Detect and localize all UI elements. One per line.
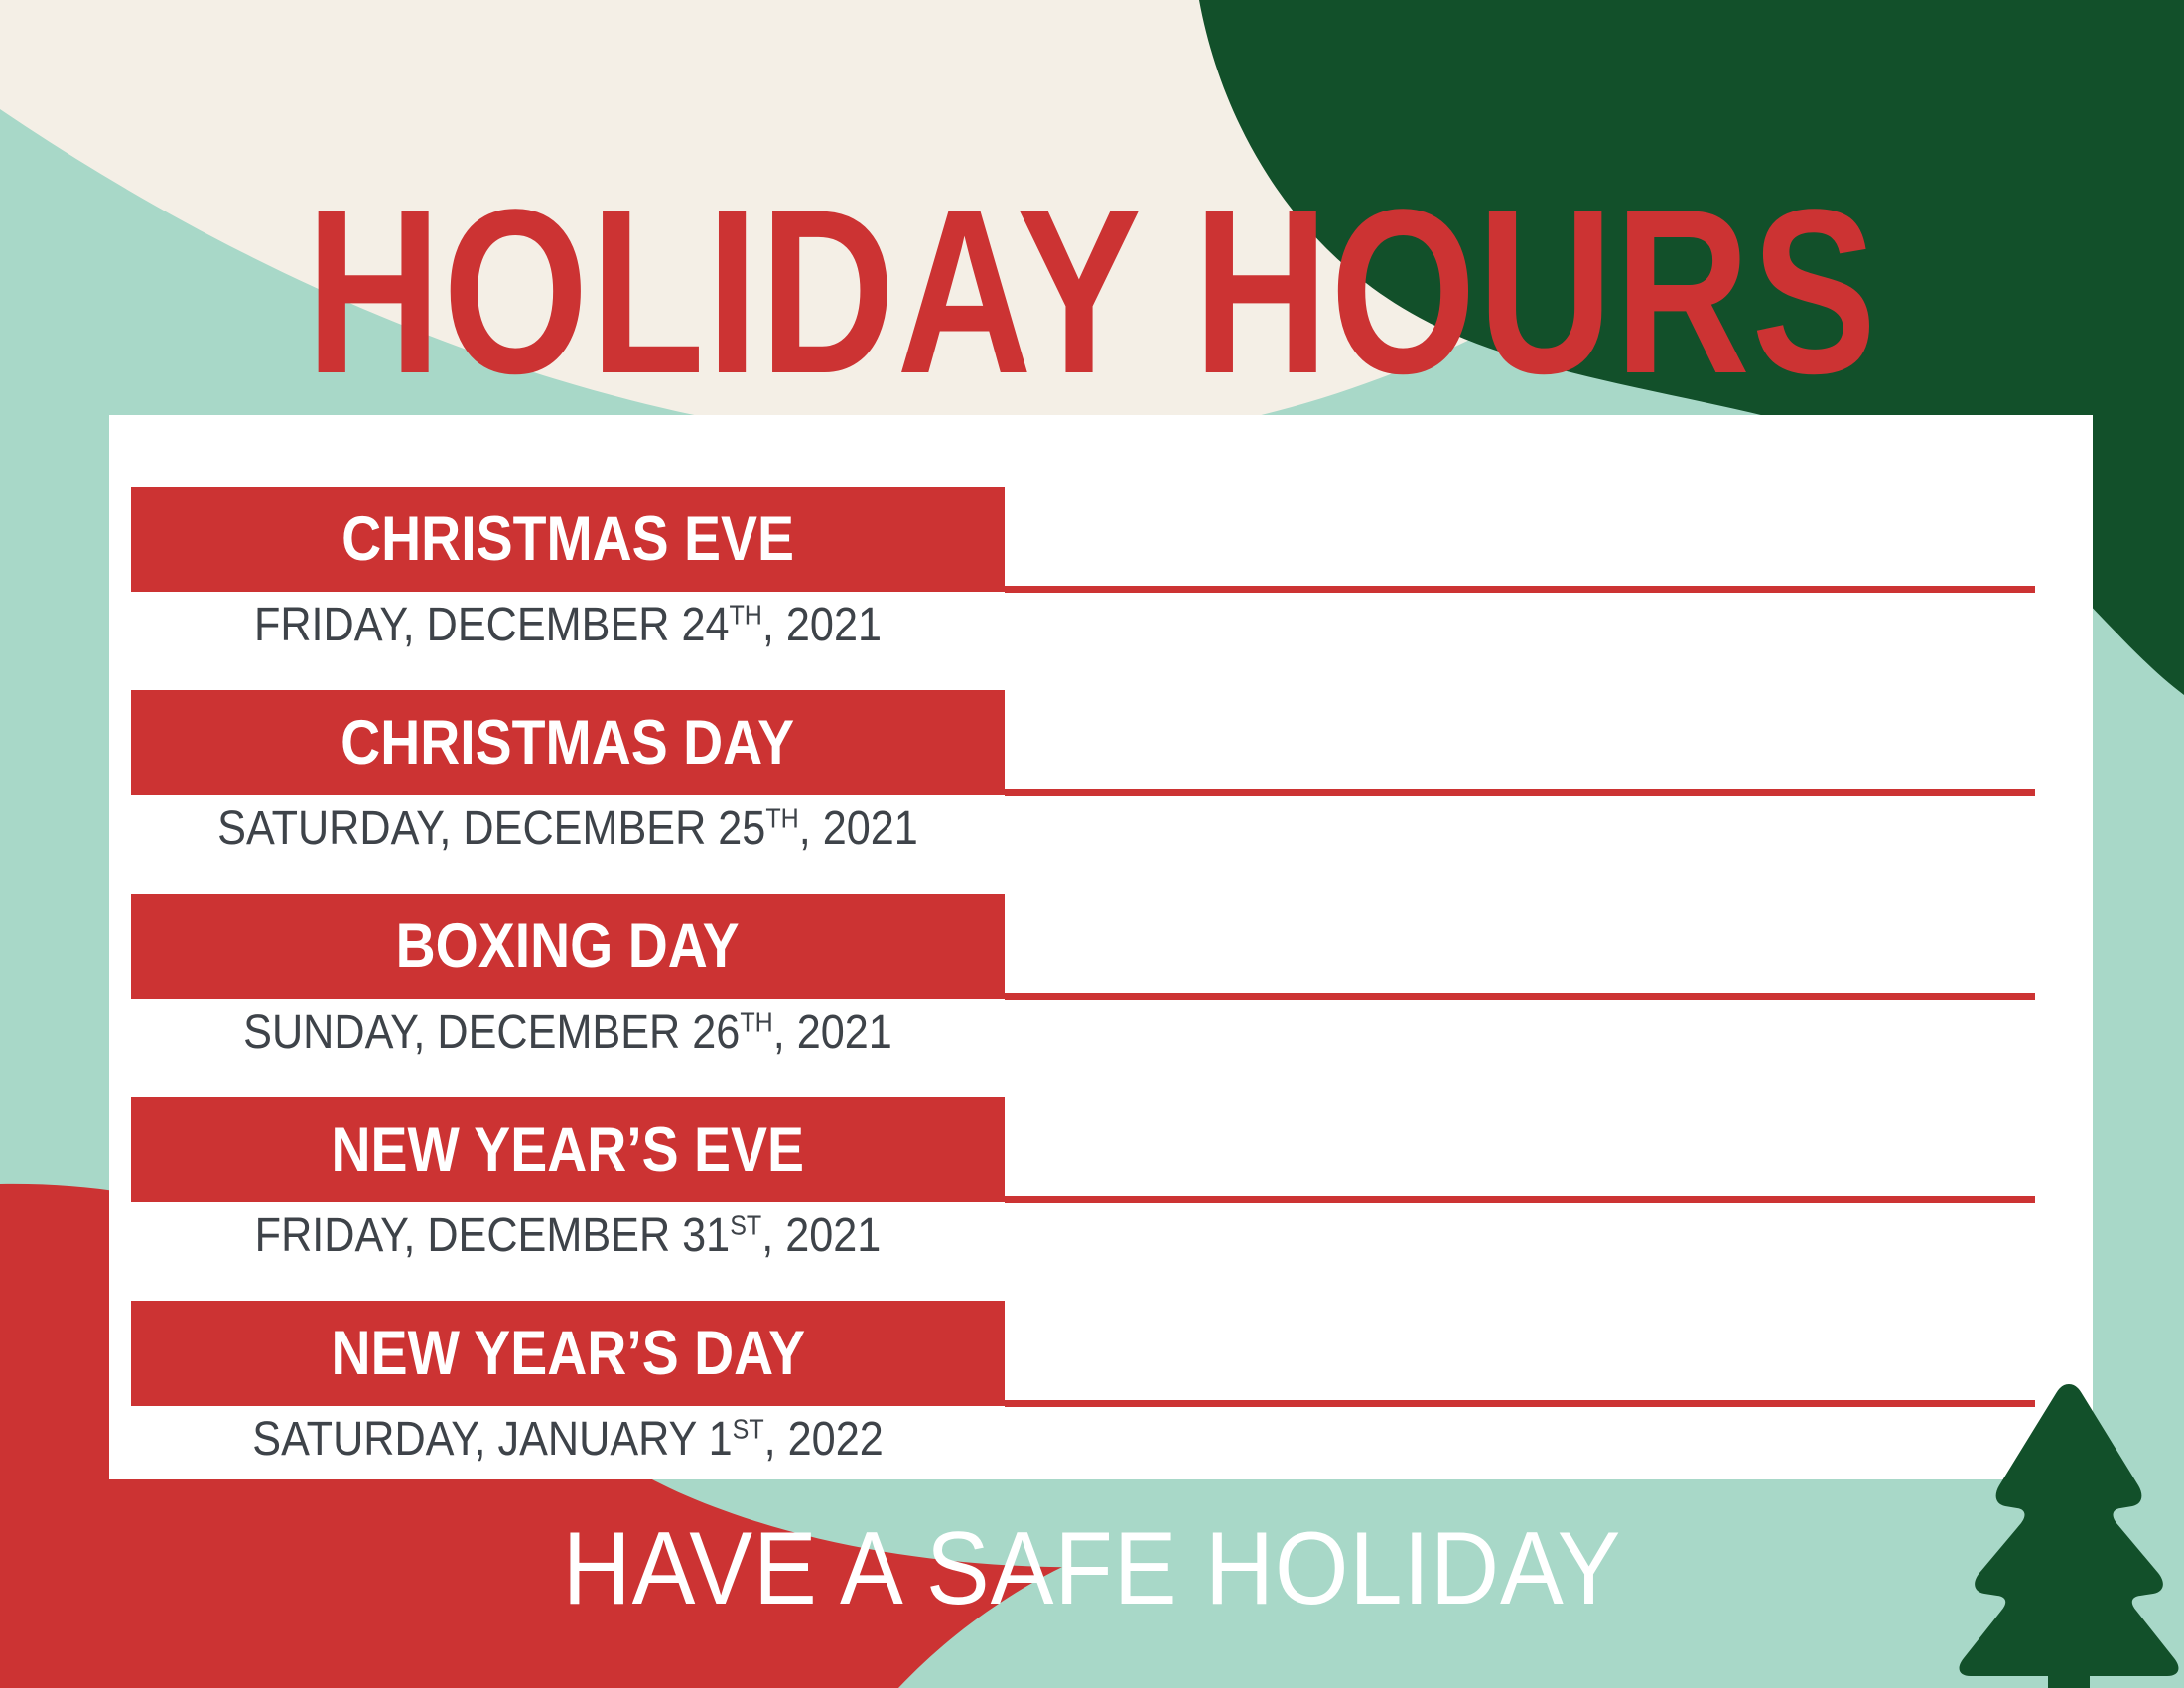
hours-write-in-line[interactable] [1005, 789, 2035, 796]
holiday-date: SATURDAY, DECEMBER 25TH, 2021 [175, 801, 961, 858]
dark-green-wave-shape [1199, 0, 2184, 695]
holiday-date-prefix: SATURDAY, DECEMBER 25 [217, 802, 766, 855]
holiday-name: CHRISTMAS DAY [341, 707, 795, 777]
holiday-date-prefix: FRIDAY, DECEMBER 24 [253, 599, 730, 651]
holiday-date-ordinal: TH [765, 802, 799, 834]
holiday-date-ordinal: ST [732, 1413, 764, 1445]
holiday-name: NEW YEAR’S DAY [331, 1318, 805, 1388]
holiday-name-bar: BOXING DAY [131, 894, 1005, 999]
holiday-date-suffix: , 2021 [772, 1006, 892, 1058]
holiday-date-prefix: SUNDAY, DECEMBER 26 [243, 1006, 741, 1058]
hours-write-in-line[interactable] [1005, 586, 2035, 593]
holiday-date-suffix: , 2021 [761, 1209, 882, 1262]
holiday-date-prefix: SATURDAY, JANUARY 1 [252, 1413, 733, 1466]
holiday-name: CHRISTMAS EVE [341, 503, 794, 574]
tagline: HAVE A SAFE HOLIDAY [562, 1511, 1622, 1626]
holiday-date-ordinal: TH [740, 1006, 773, 1038]
christmas-tree-icon [1959, 1384, 2179, 1688]
holiday-name-bar: CHRISTMAS EVE [131, 487, 1005, 592]
holiday-name-bar: NEW YEAR’S EVE [131, 1097, 1005, 1202]
holiday-name-bar: NEW YEAR’S DAY [131, 1301, 1005, 1406]
hours-write-in-line[interactable] [1005, 993, 2035, 1000]
hours-card: CHRISTMAS EVE FRIDAY, DECEMBER 24TH, 202… [109, 415, 2093, 1479]
holiday-date: FRIDAY, DECEMBER 24TH, 2021 [175, 598, 961, 654]
holiday-date-ordinal: TH [729, 599, 762, 631]
holiday-date: SATURDAY, JANUARY 1ST, 2022 [175, 1412, 961, 1469]
holiday-date: SUNDAY, DECEMBER 26TH, 2021 [175, 1005, 961, 1061]
hours-write-in-line[interactable] [1005, 1400, 2035, 1407]
holiday-date: FRIDAY, DECEMBER 31ST, 2021 [175, 1208, 961, 1265]
hours-write-in-line[interactable] [1005, 1196, 2035, 1203]
holiday-date-suffix: , 2022 [763, 1413, 884, 1466]
page-title: HOLIDAY HOURS [306, 161, 1878, 423]
holiday-name: NEW YEAR’S EVE [331, 1114, 805, 1185]
holiday-name-bar: CHRISTMAS DAY [131, 690, 1005, 795]
holiday-date-suffix: , 2021 [761, 599, 883, 651]
holiday-name: BOXING DAY [395, 911, 741, 981]
holiday-date-ordinal: ST [730, 1209, 762, 1241]
holiday-date-prefix: FRIDAY, DECEMBER 31 [254, 1209, 731, 1262]
holiday-date-suffix: , 2021 [798, 802, 918, 855]
